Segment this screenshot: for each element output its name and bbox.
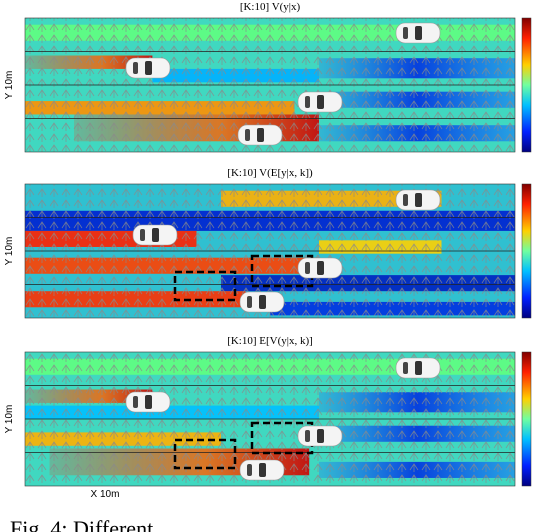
- car-window: [403, 194, 408, 206]
- highlight-box: [250, 421, 314, 455]
- car: [395, 189, 441, 211]
- panel-title: [K:10] E[V(y|x, k)]: [227, 335, 313, 347]
- car-window: [247, 296, 252, 308]
- y-axis-label: Y 10m: [4, 405, 15, 434]
- car: [239, 459, 285, 481]
- car-window: [317, 429, 324, 443]
- car-window: [317, 261, 324, 275]
- car-window: [145, 61, 152, 75]
- car-window: [245, 129, 250, 141]
- panel-title: [K:10] V(y|x): [240, 1, 301, 13]
- car-window: [415, 193, 422, 207]
- car: [395, 357, 441, 379]
- car: [239, 291, 285, 313]
- colorbar: [521, 17, 532, 153]
- car-window: [415, 361, 422, 375]
- car: [395, 22, 441, 44]
- car-window: [305, 430, 310, 442]
- car: [237, 124, 283, 146]
- car: [297, 257, 343, 279]
- y-axis-label: Y 10m: [4, 71, 15, 100]
- car-window: [140, 229, 145, 241]
- car-window: [133, 396, 138, 408]
- colorbar: [521, 351, 532, 487]
- heatmap-frame: [24, 351, 516, 487]
- highlight-box: [250, 254, 314, 288]
- car-window: [317, 95, 324, 109]
- car-window: [257, 128, 264, 142]
- car-window: [145, 395, 152, 409]
- x-axis-label: X 10m: [91, 489, 120, 500]
- car-window: [133, 62, 138, 74]
- car-window: [403, 362, 408, 374]
- panel-title: [K:10] V(E[y|x, k]): [227, 167, 313, 179]
- caption: Fig. 4: Different: [10, 516, 153, 532]
- heatmap-frame: [24, 17, 516, 153]
- car-window: [403, 27, 408, 39]
- colorbar: [521, 183, 532, 319]
- car: [125, 391, 171, 413]
- car-window: [305, 262, 310, 274]
- car: [125, 57, 171, 79]
- heatmap-frame: [24, 183, 516, 319]
- car-window: [259, 295, 266, 309]
- car-window: [247, 464, 252, 476]
- car-window: [259, 463, 266, 477]
- car-window: [152, 228, 159, 242]
- car: [297, 425, 343, 447]
- y-axis-label: Y 10m: [4, 237, 15, 266]
- car-window: [415, 26, 422, 40]
- car: [132, 224, 178, 246]
- car-window: [305, 96, 310, 108]
- car: [297, 91, 343, 113]
